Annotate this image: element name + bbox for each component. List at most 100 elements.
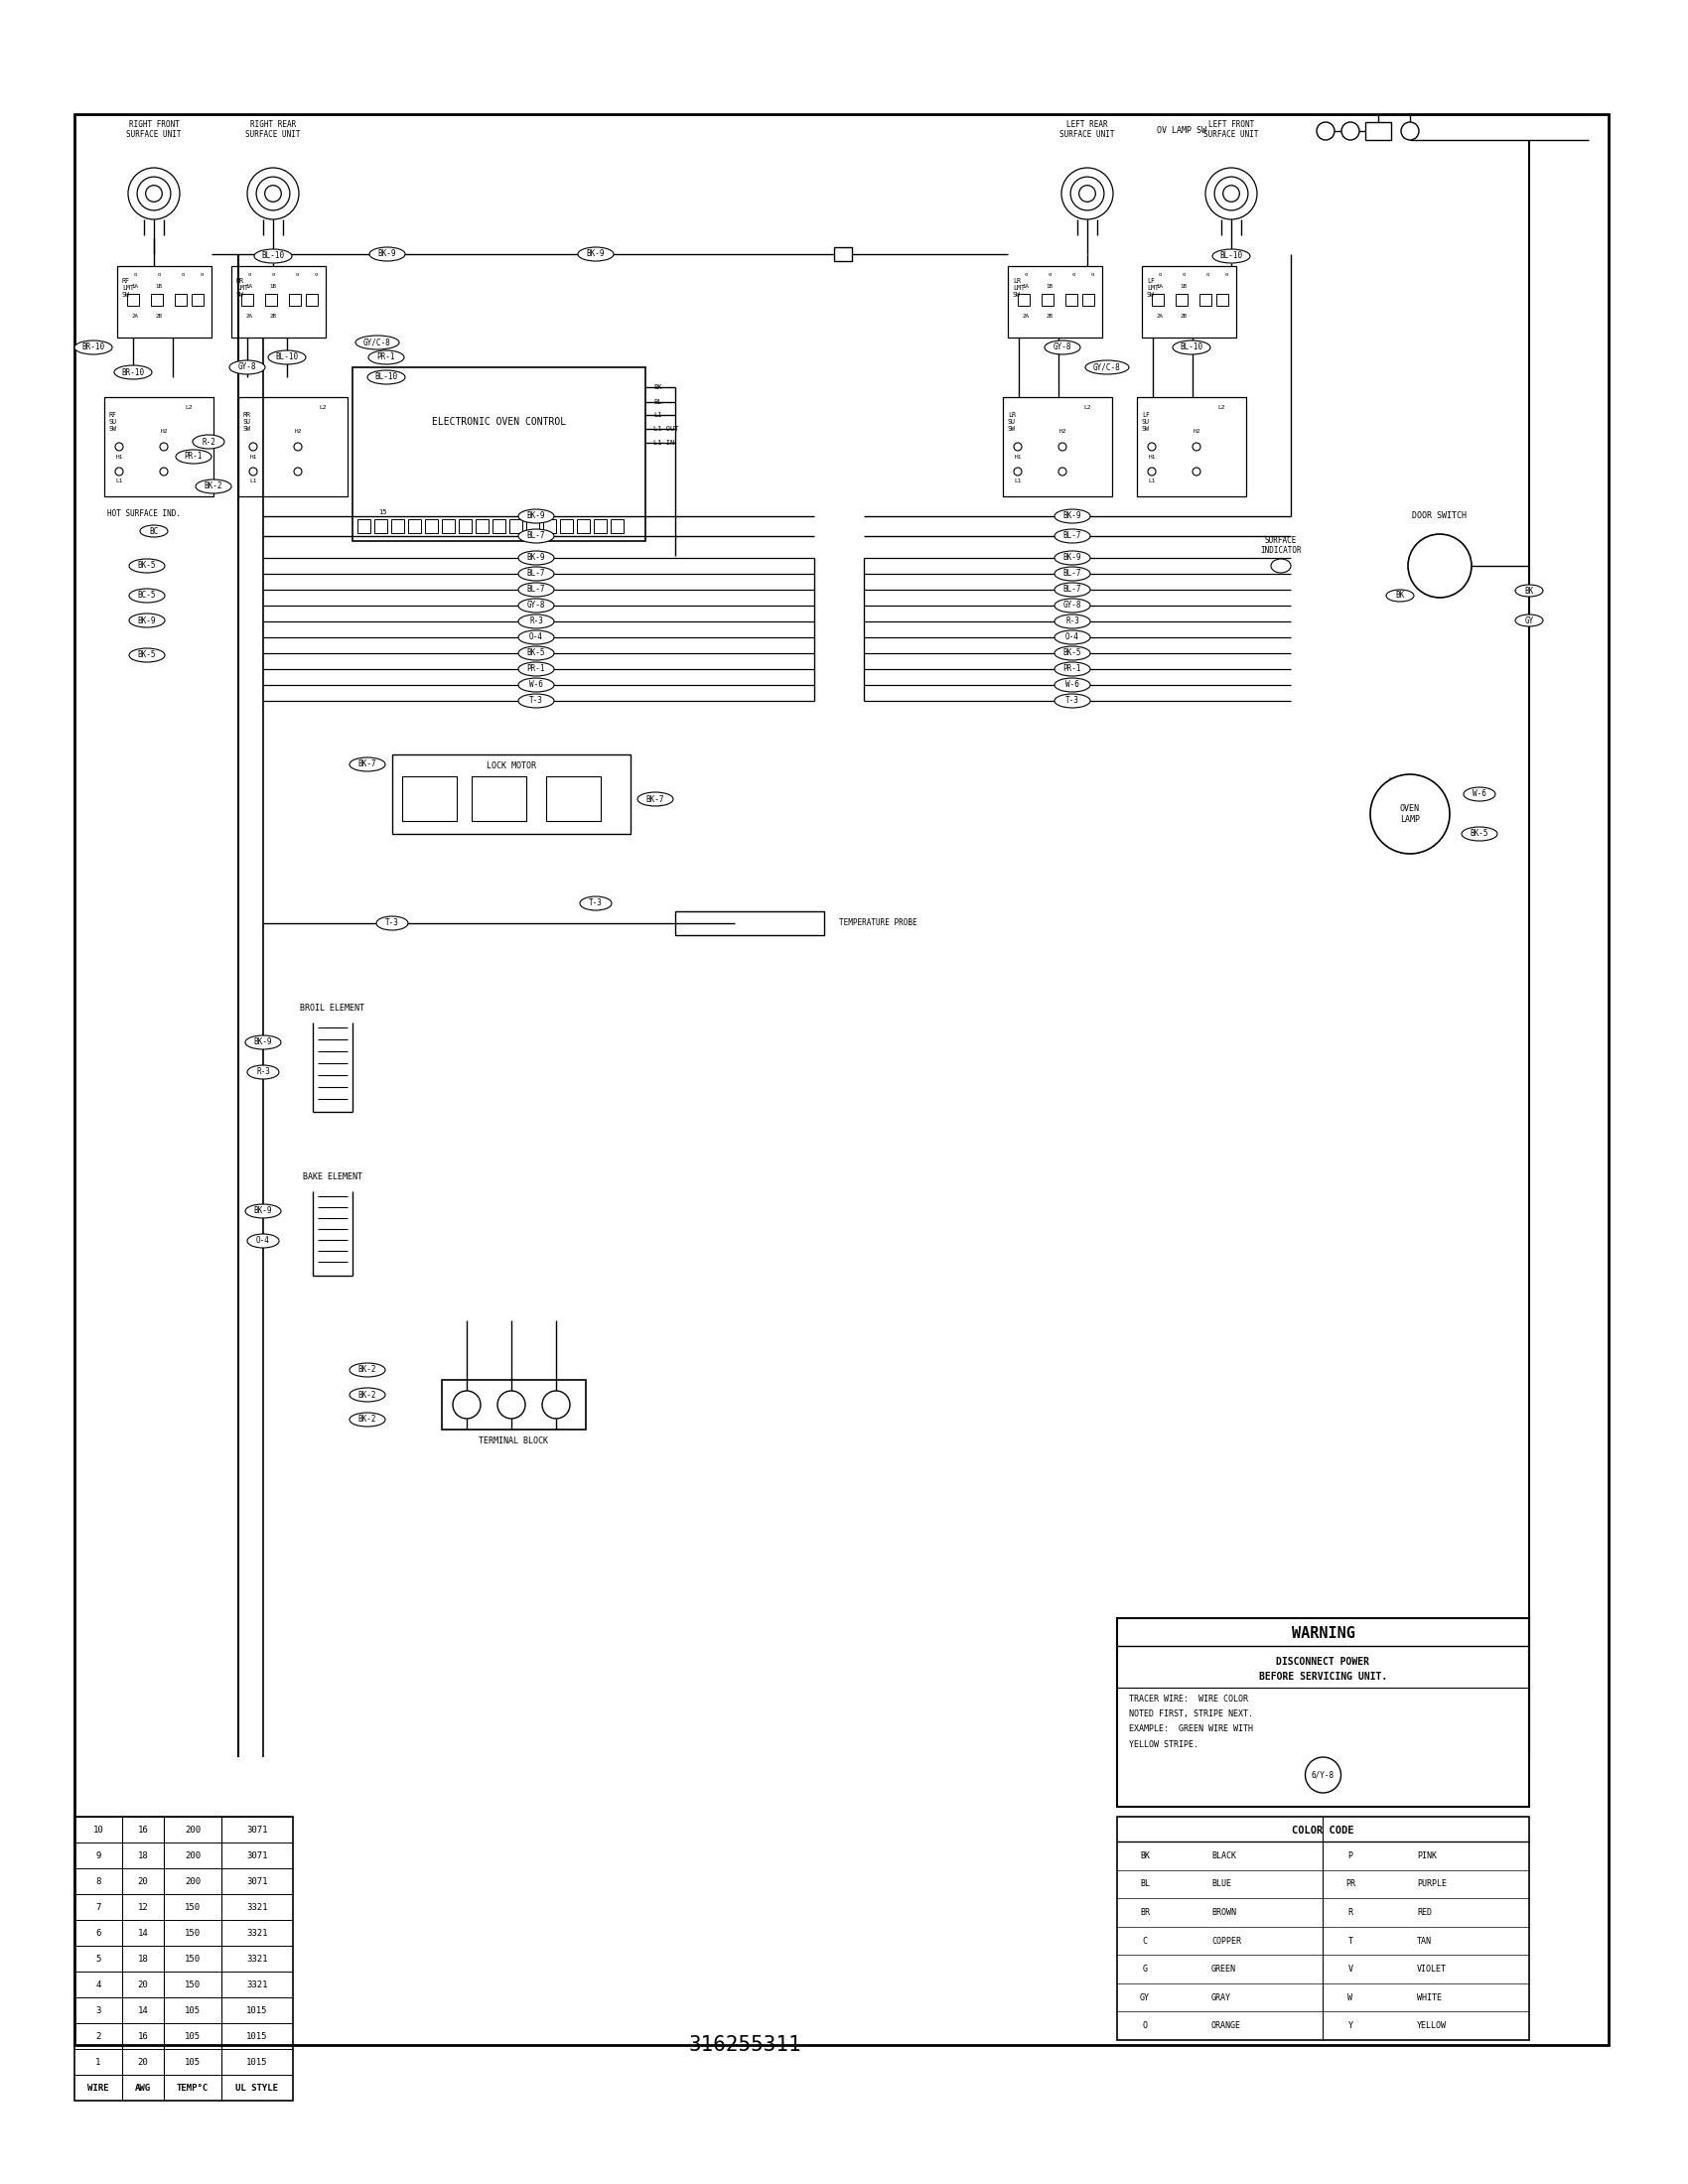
Bar [1003, 397, 1112, 496]
Text: PR-1: PR-1 [184, 452, 203, 461]
Ellipse shape [1386, 590, 1415, 601]
Text: 3321: 3321 [246, 1981, 268, 1990]
Bar [1082, 295, 1094, 306]
Text: GY: GY [1524, 616, 1534, 625]
Text: PURPLE: PURPLE [1416, 1880, 1447, 1889]
Text: BL-7: BL-7 [527, 585, 545, 594]
Text: YELLOW STRIPE.: YELLOW STRIPE. [1129, 1741, 1198, 1749]
Circle shape [265, 186, 282, 201]
Text: TEMPERATURE PROBE: TEMPERATURE PROBE [839, 919, 917, 928]
Text: o: o [272, 271, 275, 277]
Bar [176, 295, 187, 306]
Ellipse shape [349, 1363, 385, 1376]
Text: 18: 18 [138, 1852, 149, 1861]
Bar [1065, 295, 1077, 306]
Bar [675, 911, 824, 935]
Text: BK-2: BK-2 [358, 1391, 376, 1400]
Text: o: o [295, 271, 299, 277]
Text: GRAY: GRAY [1212, 1994, 1231, 2003]
Text: BK-9: BK-9 [253, 1037, 272, 1046]
Ellipse shape [1085, 360, 1129, 373]
Bar [238, 397, 348, 496]
Text: 1B: 1B [155, 284, 162, 288]
Text: LOCK MOTOR: LOCK MOTOR [486, 762, 537, 771]
Text: L2: L2 [1084, 404, 1090, 411]
Text: BK-9: BK-9 [586, 249, 604, 258]
Ellipse shape [1212, 249, 1251, 262]
Text: C: C [1143, 1937, 1148, 1946]
Bar [241, 295, 253, 306]
Circle shape [1401, 122, 1420, 140]
Bar [471, 775, 527, 821]
Ellipse shape [518, 568, 554, 581]
Text: 150: 150 [184, 1981, 201, 1990]
Bar [127, 295, 138, 306]
Bar [544, 520, 555, 533]
Text: O-4: O-4 [530, 633, 544, 642]
Text: BK-5: BK-5 [138, 561, 155, 570]
Text: WARNING: WARNING [1291, 1627, 1355, 1642]
Text: WIRE: WIRE [88, 2084, 110, 2092]
Text: 150: 150 [184, 1955, 201, 1963]
Text: o: o [181, 271, 184, 277]
Ellipse shape [518, 677, 554, 692]
Circle shape [1058, 443, 1067, 450]
Text: LEFT REAR
SURFACE UNIT: LEFT REAR SURFACE UNIT [1060, 120, 1114, 140]
Text: H1: H1 [1014, 454, 1021, 459]
Ellipse shape [192, 435, 225, 448]
Text: R-3: R-3 [530, 616, 544, 627]
Text: BK-5: BK-5 [527, 649, 545, 657]
Bar [74, 1817, 294, 2101]
Text: o: o [248, 271, 252, 277]
Text: 9: 9 [96, 1852, 101, 1861]
Circle shape [1305, 1758, 1340, 1793]
Text: L2: L2 [186, 404, 192, 411]
Text: o: o [1182, 271, 1185, 277]
Text: BL-7: BL-7 [527, 531, 545, 542]
Ellipse shape [1462, 828, 1497, 841]
Text: BL: BL [1139, 1880, 1150, 1889]
Bar [289, 295, 300, 306]
Text: COPPER: COPPER [1212, 1937, 1241, 1946]
Ellipse shape [128, 590, 165, 603]
Text: 1015: 1015 [246, 2057, 268, 2066]
Ellipse shape [518, 509, 554, 524]
Text: BK-9: BK-9 [527, 511, 545, 520]
Ellipse shape [246, 1234, 279, 1247]
Text: T-3: T-3 [385, 919, 398, 928]
Circle shape [160, 467, 167, 476]
Ellipse shape [376, 917, 408, 930]
Bar [408, 520, 420, 533]
Text: BR-10: BR-10 [122, 367, 145, 376]
Circle shape [1148, 467, 1156, 476]
Ellipse shape [518, 583, 554, 596]
Text: Y: Y [1349, 2022, 1352, 2031]
Circle shape [1058, 467, 1067, 476]
Text: BK-2: BK-2 [358, 1365, 376, 1374]
Text: GY-8: GY-8 [238, 363, 257, 371]
Text: BL-10: BL-10 [262, 251, 285, 260]
Text: BAKE ELEMENT: BAKE ELEMENT [302, 1173, 363, 1182]
Text: H2: H2 [1193, 430, 1200, 435]
Text: 1A: 1A [246, 284, 253, 288]
Circle shape [250, 443, 257, 450]
Text: BK-9: BK-9 [253, 1206, 272, 1216]
Bar [577, 520, 589, 533]
Text: BL: BL [653, 400, 662, 404]
Text: GREEN: GREEN [1212, 1966, 1236, 1974]
Text: o: o [314, 271, 317, 277]
Text: ORANGE: ORANGE [1212, 2022, 1241, 2031]
Text: 2B: 2B [270, 312, 277, 319]
Text: BK-9: BK-9 [378, 249, 397, 258]
Circle shape [1224, 186, 1239, 201]
Text: BK-5: BK-5 [138, 651, 155, 660]
Circle shape [1205, 168, 1258, 218]
Bar [231, 266, 326, 339]
Text: BC: BC [149, 526, 159, 535]
Bar [1138, 397, 1246, 496]
Circle shape [1070, 177, 1104, 210]
Text: BL-7: BL-7 [1063, 531, 1082, 542]
Text: O-4: O-4 [257, 1236, 270, 1245]
Text: o: o [1158, 271, 1161, 277]
Ellipse shape [176, 450, 211, 463]
